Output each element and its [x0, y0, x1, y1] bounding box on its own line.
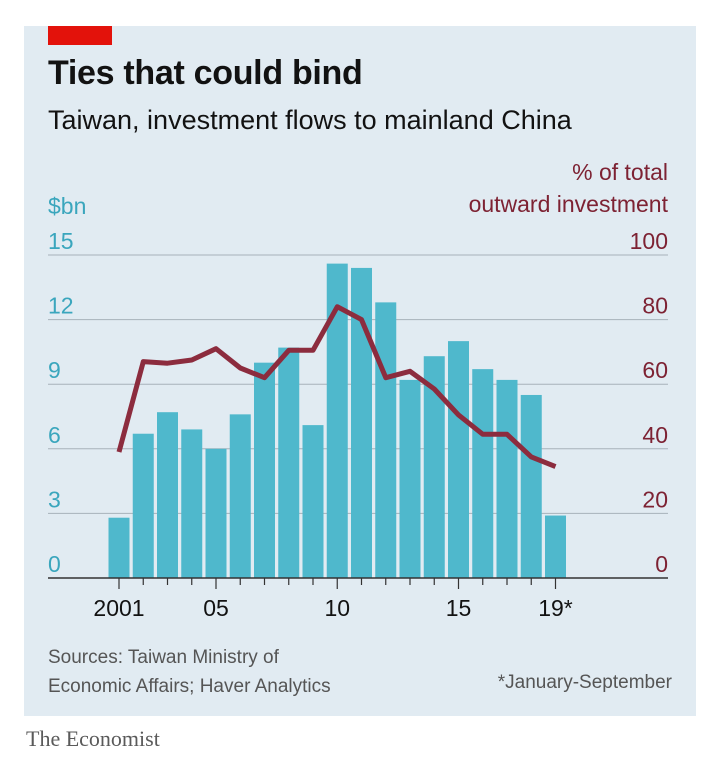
x-tick-label: 2001 [93, 595, 144, 621]
line-series-path [116, 304, 557, 469]
chart-title: Ties that could bind [48, 54, 363, 92]
brand-logo: The Economist [26, 726, 160, 751]
left-tick-label: 3 [48, 486, 61, 512]
bar [302, 425, 324, 578]
x-tick-label: 05 [203, 595, 229, 621]
bar [423, 356, 445, 578]
line-series [116, 304, 557, 469]
bar [254, 362, 275, 578]
bar [326, 263, 348, 578]
left-tick-label: 9 [48, 357, 61, 383]
chart-plot: 0 3 6 9 12 15 0 20 40 60 80 100 $bn % of total outward… [48, 159, 669, 621]
bar [181, 429, 203, 578]
right-tick-label: 80 [642, 293, 668, 319]
bar [278, 347, 300, 578]
bar [472, 369, 494, 578]
left-axis-title: $bn [48, 193, 86, 219]
bar [132, 433, 154, 578]
right-tick-label: 40 [642, 422, 668, 448]
bar [205, 448, 227, 578]
right-tick-label: 60 [642, 357, 668, 383]
x-tick-label: 19* [538, 595, 573, 621]
right-axis-title-line-2: outward investment [469, 191, 669, 217]
source-line-2: Economic Affairs; Haver Analytics [48, 676, 331, 697]
left-tick-label: 15 [48, 228, 74, 254]
right-tick-label: 100 [630, 228, 668, 254]
x-tick-label: 15 [446, 595, 472, 621]
axis-labels: 0 3 6 9 12 15 0 20 40 60 80 100 $bn % of total outward… [48, 159, 669, 621]
axes [48, 577, 668, 589]
bar [545, 515, 566, 578]
bar [157, 412, 178, 578]
bar [399, 379, 421, 578]
bar [496, 379, 518, 578]
accent-rectangle [48, 26, 112, 45]
left-tick-label: 12 [48, 293, 74, 319]
bar-series [108, 263, 566, 578]
footnote: *January-September [497, 672, 672, 693]
bar [229, 414, 251, 578]
right-tick-label: 0 [655, 551, 668, 577]
left-tick-label: 0 [48, 551, 61, 577]
right-tick-label: 20 [642, 486, 668, 512]
bar [108, 517, 130, 578]
left-tick-label: 6 [48, 422, 61, 448]
source-note: Sources: Taiwan Ministry of Economic Aff… [48, 643, 331, 701]
source-line-1: Sources: Taiwan Ministry of [48, 647, 279, 668]
bar [375, 302, 397, 578]
chart-subtitle: Taiwan, investment flows to mainland Chi… [48, 105, 572, 135]
right-axis-title-line-1: % of total [572, 159, 668, 185]
bar [520, 394, 542, 578]
x-tick-label: 10 [324, 595, 350, 621]
bar [448, 341, 469, 578]
bar [351, 267, 372, 578]
